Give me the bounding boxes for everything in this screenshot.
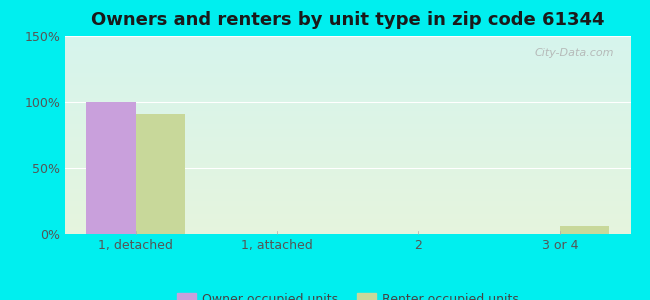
Legend: Owner occupied units, Renter occupied units: Owner occupied units, Renter occupied un… [172, 288, 524, 300]
Bar [86, 102, 136, 234]
Title: Owners and renters by unit type in zip code 61344: Owners and renters by unit type in zip c… [91, 11, 604, 29]
Text: City-Data.com: City-Data.com [534, 48, 614, 58]
Bar [560, 226, 609, 234]
Bar [136, 114, 185, 234]
